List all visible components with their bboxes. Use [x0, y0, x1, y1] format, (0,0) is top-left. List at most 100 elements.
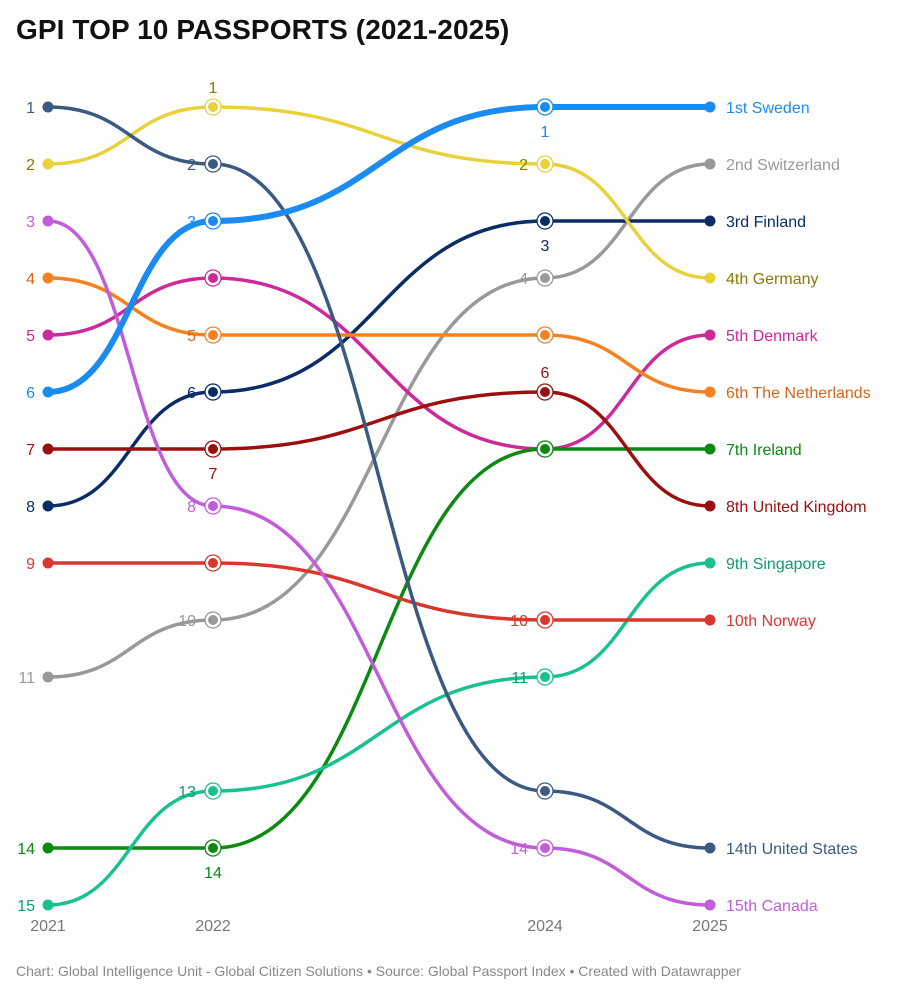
data-point-united-states-2021 — [42, 101, 54, 113]
rank-label-finland-2022: 6 — [187, 385, 196, 402]
data-point-canada-2021 — [42, 215, 54, 227]
data-point-united-kingdom-2024 — [540, 387, 550, 397]
data-point-denmark-2022 — [208, 273, 218, 283]
data-point-ireland-2024 — [540, 444, 550, 454]
rank-label-singapore-2024: 11 — [511, 670, 528, 687]
rank-label-switzerland-2022: 10 — [178, 613, 196, 630]
series-line-finland — [46, 219, 712, 508]
data-point-the-netherlands-2025 — [704, 386, 716, 398]
data-point-singapore-2024 — [540, 672, 550, 682]
legend-label-the-netherlands: 6th The Netherlands — [726, 385, 871, 402]
rank-label-ireland-2021: 14 — [17, 841, 35, 858]
data-point-canada-2025 — [704, 899, 716, 911]
rank-label-the-netherlands-2021: 4 — [26, 271, 35, 288]
rank-label-sweden-2024: 1 — [541, 124, 550, 141]
legend-label-united-states: 14th United States — [726, 841, 858, 858]
rank-label-ireland-2022: 14 — [204, 865, 222, 882]
data-point-switzerland-2021 — [42, 671, 54, 683]
data-point-ireland-2021 — [42, 842, 54, 854]
data-point-sweden-2022 — [208, 216, 218, 226]
data-point-the-netherlands-2022 — [208, 330, 218, 340]
rank-label-norway-2024: 10 — [510, 613, 528, 630]
legend-label-singapore: 9th Singapore — [726, 556, 826, 573]
rank-label-united-states-2021: 1 — [26, 100, 35, 117]
data-point-norway-2025 — [704, 614, 716, 626]
series-line-denmark — [46, 276, 712, 451]
data-point-finland-2024 — [540, 216, 550, 226]
x-tick-label-2025: 2025 — [692, 918, 728, 935]
data-point-canada-2024 — [540, 843, 550, 853]
data-point-finland-2025 — [704, 215, 716, 227]
series-line-ireland — [46, 447, 712, 850]
data-point-canada-2022 — [208, 501, 218, 511]
data-point-finland-2021 — [42, 500, 54, 512]
rank-label-singapore-2022: 13 — [178, 784, 196, 801]
data-point-ireland-2022 — [208, 843, 218, 853]
rank-label-switzerland-2021: 11 — [18, 670, 35, 687]
data-point-ireland-2025 — [704, 443, 716, 455]
data-point-germany-2022 — [208, 102, 218, 112]
data-point-sweden-2025 — [704, 101, 716, 113]
data-point-finland-2022 — [208, 387, 218, 397]
data-point-germany-2024 — [540, 159, 550, 169]
legend-label-ireland: 7th Ireland — [726, 442, 802, 459]
data-point-norway-2024 — [540, 615, 550, 625]
legend-label-germany: 4th Germany — [726, 271, 818, 288]
legend-label-united-kingdom: 8th United Kingdom — [726, 499, 867, 516]
data-point-norway-2021 — [42, 557, 54, 569]
legend-label-norway: 10th Norway — [726, 613, 816, 630]
data-point-germany-2021 — [42, 158, 54, 170]
rank-label-united-kingdom-2021: 7 — [26, 442, 35, 459]
legend-label-denmark: 5th Denmark — [726, 328, 819, 345]
x-tick-label-2024: 2024 — [527, 918, 563, 935]
rank-label-united-kingdom-2022: 7 — [209, 466, 218, 483]
rank-label-canada-2021: 3 — [26, 214, 35, 231]
series-line-united-kingdom — [46, 390, 712, 508]
legend-label-canada: 15th Canada — [726, 898, 818, 915]
series-line-norway — [46, 561, 712, 622]
rank-label-canada-2024: 14 — [510, 841, 528, 858]
rank-label-finland-2024: 3 — [541, 238, 550, 255]
series-line-united-states — [46, 105, 712, 850]
legend-label-finland: 3rd Finland — [726, 214, 806, 231]
rank-label-germany-2021: 2 — [26, 157, 35, 174]
data-point-united-kingdom-2025 — [704, 500, 716, 512]
legend-label-sweden: 1st Sweden — [726, 100, 810, 117]
data-point-the-netherlands-2024 — [540, 330, 550, 340]
rank-label-united-states-2022: 2 — [187, 157, 196, 174]
rank-label-switzerland-2024: 4 — [519, 271, 528, 288]
data-point-singapore-2021 — [42, 899, 54, 911]
data-point-singapore-2022 — [208, 786, 218, 796]
data-point-the-netherlands-2021 — [42, 272, 54, 284]
data-point-united-kingdom-2021 — [42, 443, 54, 455]
chart-title: GPI TOP 10 PASSPORTS (2021-2025) — [16, 14, 510, 45]
series-line-canada — [46, 219, 712, 907]
rank-label-germany-2024: 2 — [519, 157, 528, 174]
rank-label-sweden-2022: 3 — [187, 214, 196, 231]
data-point-singapore-2025 — [704, 557, 716, 569]
x-tick-label-2021: 2021 — [30, 918, 66, 935]
series-line-sweden — [45, 103, 713, 395]
series-line-singapore — [46, 561, 712, 907]
legend-label-switzerland: 2nd Switzerland — [726, 157, 840, 174]
rank-label-singapore-2021: 15 — [17, 898, 35, 915]
data-point-switzerland-2022 — [208, 615, 218, 625]
data-point-switzerland-2025 — [704, 158, 716, 170]
data-point-united-states-2025 — [704, 842, 716, 854]
rank-label-sweden-2021: 6 — [26, 385, 35, 402]
rank-label-the-netherlands-2022: 5 — [187, 328, 196, 345]
rank-label-germany-2022: 1 — [209, 80, 218, 97]
data-point-germany-2025 — [704, 272, 716, 284]
rank-label-united-kingdom-2024: 6 — [541, 365, 550, 382]
data-point-united-states-2024 — [540, 786, 550, 796]
rank-label-norway-2021: 9 — [26, 556, 35, 573]
data-point-sweden-2021 — [42, 386, 54, 398]
series-line-the-netherlands — [46, 276, 712, 394]
data-point-sweden-2024 — [540, 102, 550, 112]
rank-label-denmark-2021: 5 — [26, 328, 35, 345]
data-point-switzerland-2024 — [540, 273, 550, 283]
series-line-germany — [46, 105, 712, 280]
data-point-denmark-2021 — [42, 329, 54, 341]
rank-label-canada-2022: 8 — [187, 499, 196, 516]
